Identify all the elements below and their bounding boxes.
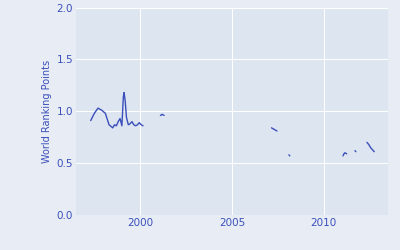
Y-axis label: World Ranking Points: World Ranking Points [42, 60, 52, 163]
